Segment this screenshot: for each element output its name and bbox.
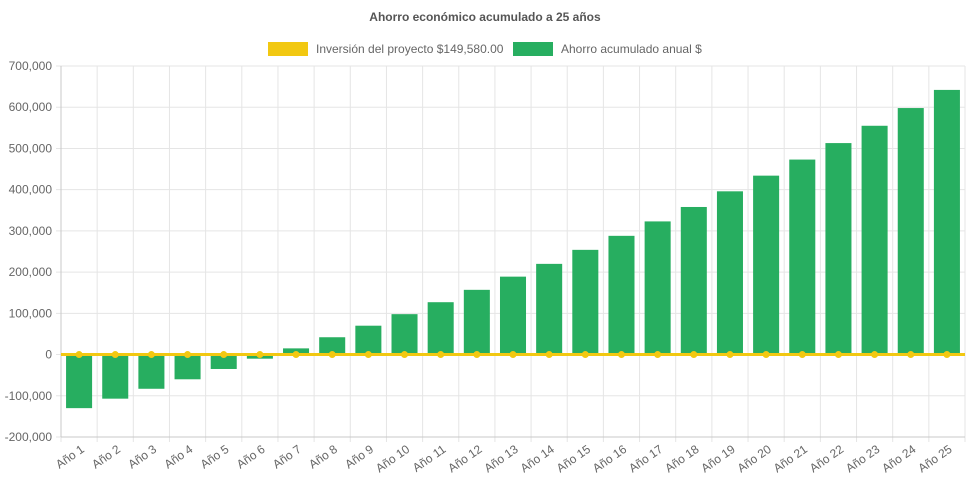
grid xyxy=(56,65,966,442)
x-tick-label: Año 15 xyxy=(554,442,593,475)
x-tick-label: Año 20 xyxy=(735,442,774,475)
investment-line xyxy=(61,351,965,359)
bar[interactable] xyxy=(210,354,237,369)
investment-point[interactable] xyxy=(256,351,264,359)
y-axis-ticks: 700,000 600,000 500,000 400,000 300,000 200,0… xyxy=(5,59,53,444)
investment-point[interactable] xyxy=(184,351,192,359)
chart-title: Ahorro económico acumulado a 25 años xyxy=(369,10,601,24)
investment-point[interactable] xyxy=(401,351,409,359)
investment-point[interactable] xyxy=(364,351,372,359)
y-tick-label: 300,000 xyxy=(9,224,53,238)
y-tick-label: 400,000 xyxy=(9,183,53,197)
investment-point[interactable] xyxy=(437,351,445,359)
investment-point[interactable] xyxy=(907,351,915,359)
y-tick-label: 200,000 xyxy=(9,265,53,279)
x-tick-label: Año 5 xyxy=(198,442,232,472)
legend-swatch-investment xyxy=(268,42,308,56)
x-axis-ticks: Año 1 Año 2 Año 3 Año 4 Año 5 Año 6 Año 7 Año 8… xyxy=(53,442,955,475)
investment-point[interactable] xyxy=(473,351,481,359)
bar[interactable] xyxy=(608,235,635,355)
x-tick-label: Año 25 xyxy=(915,442,954,475)
y-tick-label: -200,000 xyxy=(5,430,53,444)
legend-label-savings: Ahorro acumulado anual $ xyxy=(561,42,702,56)
investment-point[interactable] xyxy=(509,351,517,359)
x-tick-label: Año 8 xyxy=(306,442,340,472)
x-tick-label: Año 7 xyxy=(270,442,304,472)
investment-point[interactable] xyxy=(654,351,662,359)
bar[interactable] xyxy=(102,354,129,399)
x-tick-label: Año 9 xyxy=(342,442,376,472)
x-tick-label: Año 3 xyxy=(125,442,159,472)
x-tick-label: Año 16 xyxy=(590,442,629,475)
investment-point[interactable] xyxy=(75,351,83,359)
investment-point[interactable] xyxy=(690,351,698,359)
bar[interactable] xyxy=(174,354,201,380)
x-tick-label: Año 18 xyxy=(662,442,701,475)
x-tick-label: Año 24 xyxy=(879,442,918,475)
x-tick-label: Año 14 xyxy=(518,442,557,475)
investment-point[interactable] xyxy=(726,351,734,359)
y-tick-label: -100,000 xyxy=(5,389,53,403)
investment-point[interactable] xyxy=(834,351,842,359)
x-tick-label: Año 2 xyxy=(89,442,123,472)
y-tick-label: 600,000 xyxy=(9,100,53,114)
investment-point[interactable] xyxy=(292,351,300,359)
x-tick-label: Año 10 xyxy=(373,442,412,475)
x-tick-label: Año 12 xyxy=(445,442,484,475)
x-tick-label: Año 23 xyxy=(843,442,882,475)
bar[interactable] xyxy=(138,354,165,389)
bar[interactable] xyxy=(861,125,888,355)
legend-item-investment[interactable]: Inversión del proyecto $149,580.00 xyxy=(268,42,504,56)
bar[interactable] xyxy=(897,108,924,355)
investment-point[interactable] xyxy=(617,351,625,359)
x-tick-label: Año 13 xyxy=(482,442,521,475)
investment-point[interactable] xyxy=(762,351,770,359)
x-tick-label: Año 19 xyxy=(698,442,737,475)
y-tick-label: 500,000 xyxy=(9,141,53,155)
x-tick-label: Año 17 xyxy=(626,442,665,475)
y-tick-label: 700,000 xyxy=(9,59,53,73)
legend[interactable]: Inversión del proyecto $149,580.00 Ahorr… xyxy=(268,42,702,56)
investment-point[interactable] xyxy=(111,351,119,359)
investment-point[interactable] xyxy=(798,351,806,359)
x-tick-label: Año 4 xyxy=(162,442,196,472)
bar[interactable] xyxy=(66,354,93,409)
y-tick-label: 100,000 xyxy=(9,306,53,320)
x-tick-label: Año 1 xyxy=(53,442,87,472)
bar[interactable] xyxy=(825,143,852,355)
bar[interactable] xyxy=(753,175,780,355)
x-tick-label: Año 11 xyxy=(410,442,449,475)
y-tick-label: 0 xyxy=(45,348,52,362)
x-tick-label: Año 6 xyxy=(234,442,268,472)
investment-point[interactable] xyxy=(943,351,951,359)
bar[interactable] xyxy=(391,314,418,355)
investment-point[interactable] xyxy=(871,351,879,359)
bar[interactable] xyxy=(463,289,490,355)
bar[interactable] xyxy=(789,159,816,355)
investment-point[interactable] xyxy=(581,351,589,359)
bar[interactable] xyxy=(355,325,382,355)
x-tick-label: Año 22 xyxy=(807,442,846,475)
bar[interactable] xyxy=(572,249,599,355)
investment-point[interactable] xyxy=(147,351,155,359)
investment-point[interactable] xyxy=(220,351,228,359)
bar[interactable] xyxy=(644,221,671,355)
bar[interactable] xyxy=(536,263,563,355)
bar[interactable] xyxy=(499,276,527,355)
bar[interactable] xyxy=(716,191,743,355)
bar[interactable] xyxy=(933,89,960,355)
bar[interactable] xyxy=(319,337,346,355)
legend-item-savings[interactable]: Ahorro acumulado anual $ xyxy=(513,42,702,56)
bar[interactable] xyxy=(680,206,707,355)
legend-label-investment: Inversión del proyecto $149,580.00 xyxy=(316,42,504,56)
bar[interactable] xyxy=(427,302,454,355)
investment-point[interactable] xyxy=(328,351,336,359)
legend-swatch-savings xyxy=(513,42,553,56)
investment-point[interactable] xyxy=(545,351,553,359)
x-tick-label: Año 21 xyxy=(771,442,810,475)
savings-bars xyxy=(66,89,960,409)
